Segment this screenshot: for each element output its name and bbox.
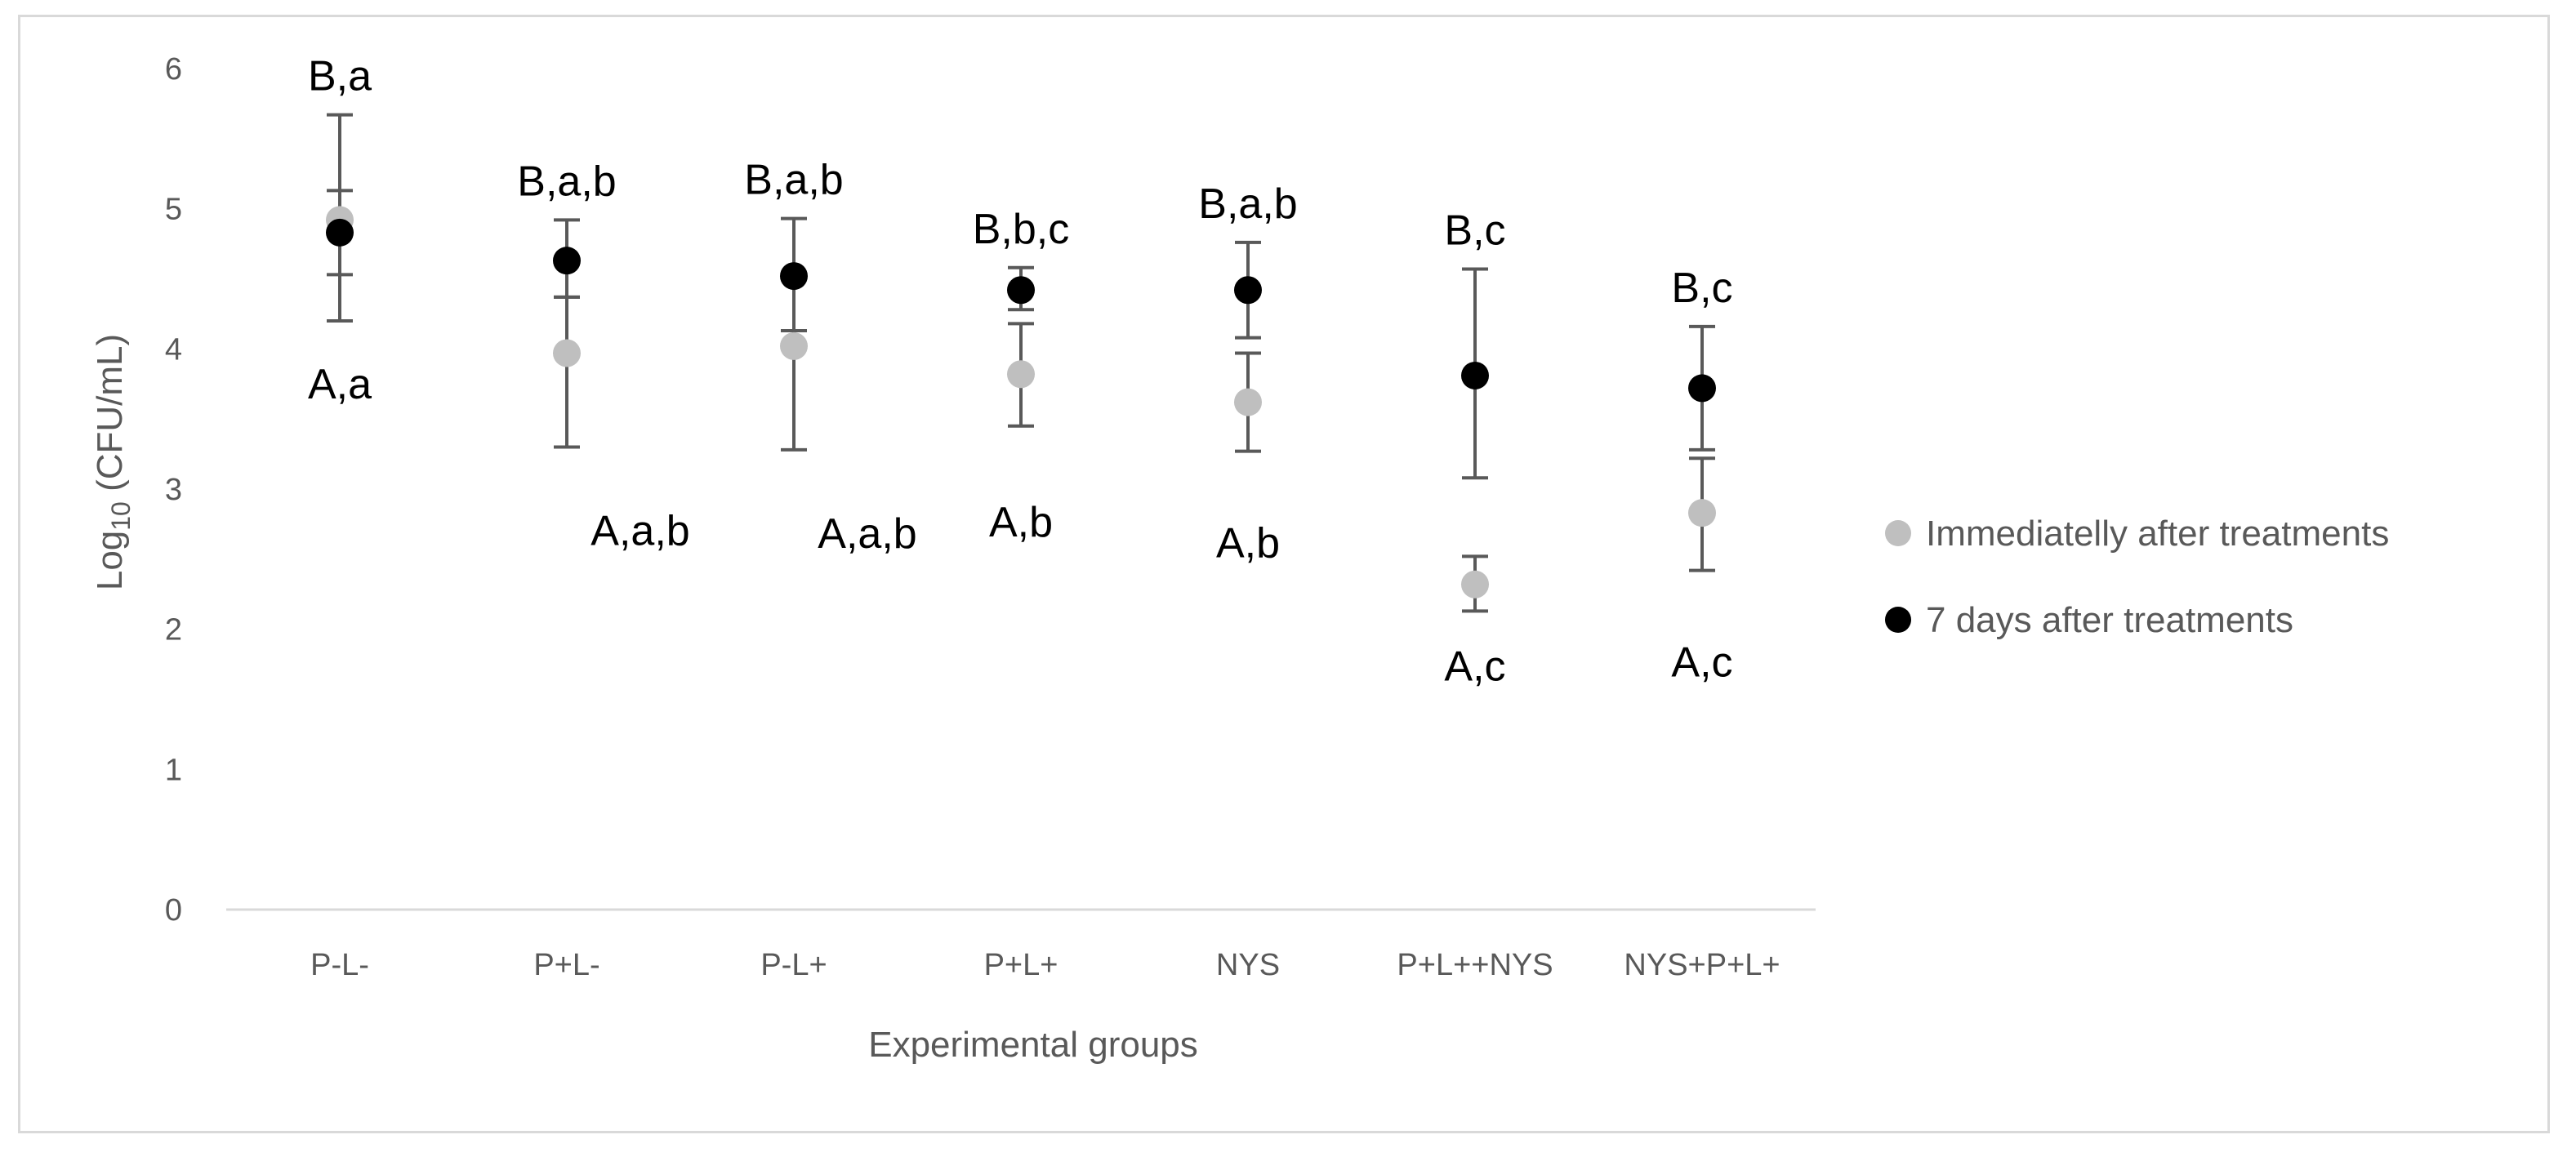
point-immediate [1007,360,1035,389]
y-tick-label: 2 [165,613,182,647]
x-tick-label: P+L+ [984,948,1058,982]
y-axis-title-unit: (CFU/mL) [90,334,130,501]
x-tick-label: P+L- [533,948,599,982]
x-tick-label: P-L+ [760,948,827,982]
y-axis-title: Log10 (CFU/mL) [90,334,136,590]
error-bar [327,113,353,277]
x-axis: P-L- P+L- P-L+ P+L+ NYS P+L++NYS NYS+P+L+ [226,908,1816,982]
x-axis-title: Experimental groups [868,1025,1198,1065]
y-tick-label: 1 [165,753,182,787]
annotation-immediate: A,b [989,499,1053,546]
point-7days [1461,361,1489,389]
legend-marker-7days [1885,607,1911,633]
annotation-7days: B,a,b [744,157,843,204]
annotation-immediate: A,b [1216,520,1280,567]
chart-canvas: 0 1 2 3 4 5 6 P-L- P+L- P-L+ P+L+ NYS P+L++NYS NYS+P… [90,52,2389,1065]
significance-annotations: A,a A,a,b A,a,b A,b A,b A,c A,c B,a B,a,b B,a,b B,… [308,53,1733,691]
error-bar [554,295,580,449]
chart-frame: 0 1 2 3 4 5 6 P-L- P+L- P-L+ P+L+ NYS P+L++NYS NYS+P… [18,15,2550,1133]
x-tick-label: NYS+P+L+ [1624,948,1780,982]
annotation-7days: B,a,b [517,158,616,205]
annotation-7days: B,b,c [973,206,1070,253]
x-tick-label: NYS [1216,948,1280,982]
y-axis-title-subscript: 10 [106,501,136,531]
x-tick-label: P-L- [310,948,369,982]
point-7days [1007,276,1035,305]
annotation-7days: B,a,b [1198,180,1297,228]
annotation-7days: B,c [1671,265,1732,312]
annotation-7days: B,a [308,53,372,100]
y-tick-label: 0 [165,893,182,928]
point-7days [1234,276,1262,305]
data-points [326,206,1716,599]
point-immediate [1688,499,1716,527]
y-tick-label: 4 [165,332,182,367]
point-7days [1688,374,1716,403]
legend-label-immediate: Immediatelly after treatments [1926,514,2389,554]
y-tick-label: 5 [165,193,182,227]
legend-marker-immediate [1885,520,1911,546]
annotation-immediate: A,a [308,361,372,408]
y-axis-title-main: Log [90,531,130,590]
point-immediate [553,339,581,367]
point-immediate [780,332,808,360]
y-axis: 0 1 2 3 4 5 6 [165,52,182,928]
legend: Immediatelly after treatments 7 days aft… [1885,514,2389,640]
point-7days [780,262,808,291]
y-tick-label: 3 [165,473,182,507]
x-tick-label: P+L++NYS [1397,948,1553,982]
y-tick-label: 6 [165,52,182,87]
annotation-immediate: A,a,b [591,508,689,555]
annotation-immediate: A,c [1444,643,1505,690]
point-immediate [1461,570,1489,599]
annotation-immediate: A,a,b [818,510,916,558]
legend-label-7days: 7 days after treatments [1926,600,2293,640]
annotation-7days: B,c [1444,207,1505,254]
point-immediate [1234,388,1262,416]
point-7days [553,247,581,275]
annotation-immediate: A,c [1671,639,1732,687]
point-7days [326,218,354,247]
